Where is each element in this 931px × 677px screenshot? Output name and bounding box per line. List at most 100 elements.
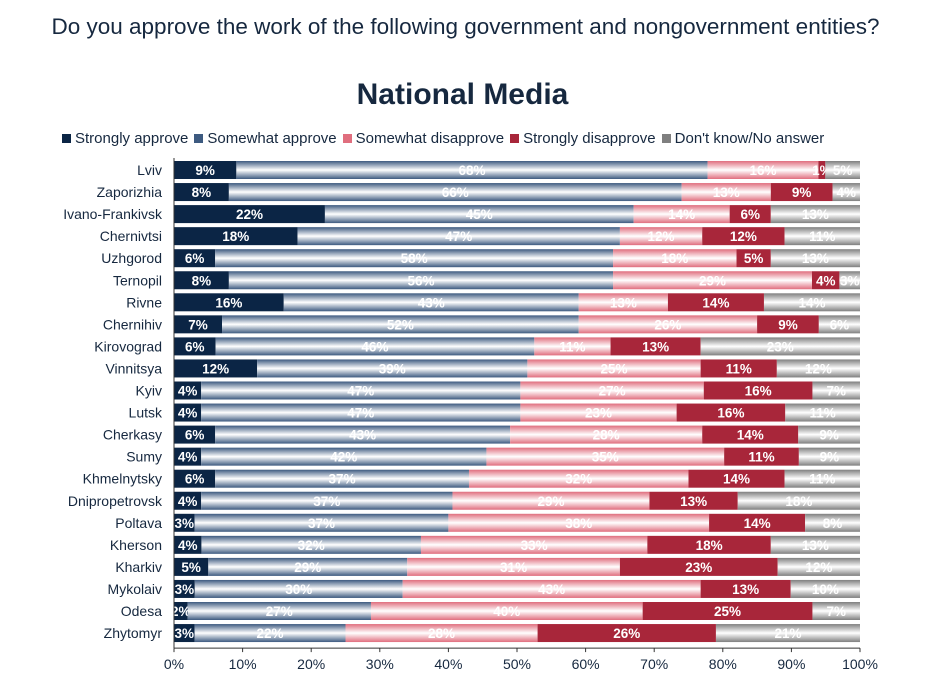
data-label: 16% — [215, 295, 242, 310]
bar-segment-somewhat-disapprove — [402, 579, 701, 598]
data-label: 18% — [785, 494, 812, 509]
bar-row-lutsk: 4% 47% 23% 16% 11% — [174, 403, 860, 422]
bar-segment-somewhat-disapprove — [613, 271, 812, 290]
bar-segment-somewhat-approve — [201, 535, 421, 554]
data-label: 31% — [500, 560, 527, 575]
category-label-poltava: Poltava — [115, 515, 162, 531]
bar-segment-strongly-approve — [174, 271, 229, 290]
data-label: 9% — [778, 317, 798, 332]
bar-segment-strongly-disapprove — [818, 161, 826, 179]
data-label: 52% — [387, 317, 414, 332]
bar-segment-somewhat-approve — [201, 491, 453, 510]
data-label: 3% — [175, 626, 195, 641]
category-label-kherson: Kherson — [110, 537, 162, 553]
data-label: 25% — [714, 604, 741, 619]
bar-segment-somewhat-disapprove — [681, 183, 771, 202]
bar-segment-strongly-approve — [174, 425, 216, 444]
category-label-dnipropetrovsk: Dnipropetrovsk — [68, 493, 163, 509]
x-tick-label: 20% — [297, 656, 325, 672]
bar-segment-somewhat-disapprove — [448, 513, 710, 532]
bar-segment-strongly-disapprove — [757, 315, 819, 334]
data-label: 47% — [347, 384, 374, 399]
data-label: 8% — [192, 273, 212, 288]
bar-segment-don-t-know-no-answer — [700, 337, 860, 356]
x-tick-label: 40% — [434, 656, 462, 672]
bar-segment-don-t-know-no-answer — [770, 249, 860, 268]
x-tick-label: 100% — [842, 656, 878, 672]
bar-segment-strongly-approve — [174, 249, 216, 268]
bar-segment-somewhat-disapprove — [468, 469, 689, 488]
data-label: 26% — [613, 626, 640, 641]
data-label: 14% — [668, 207, 695, 222]
bar-segment-somewhat-disapprove — [520, 381, 704, 400]
data-label: 40% — [493, 604, 520, 619]
data-label: 18% — [696, 538, 723, 553]
data-label: 4% — [178, 384, 198, 399]
data-label: 14% — [744, 516, 771, 531]
bar-segment-somewhat-approve — [297, 227, 620, 246]
data-label: 13% — [802, 538, 829, 553]
bar-segment-don-t-know-no-answer — [812, 602, 860, 620]
category-label-kirovograd: Kirovograd — [94, 338, 162, 354]
bar-segment-somewhat-approve — [228, 183, 682, 202]
category-label-chernivtsi: Chernivtsi — [100, 228, 162, 244]
data-label: 14% — [723, 472, 750, 487]
bar-segment-somewhat-approve — [236, 161, 708, 179]
data-label: 46% — [361, 339, 388, 354]
data-label: 29% — [537, 494, 564, 509]
bar-row-zhytomyr: 3% 22% 28% 26% 21% — [174, 624, 860, 643]
data-label: 6% — [185, 251, 205, 266]
bar-segment-strongly-disapprove — [700, 579, 791, 598]
data-label: 22% — [257, 626, 284, 641]
category-labels: Lviv Zaporizhia Ivano-Frankivsk Chernivtsi U… — [63, 162, 163, 641]
bar-segment-strongly-disapprove — [702, 425, 799, 444]
category-label-uzhgorod: Uzhgorod — [101, 250, 162, 266]
data-label: 47% — [445, 229, 472, 244]
bar-segment-don-t-know-no-answer — [798, 425, 860, 444]
bar-segment-strongly-disapprove — [647, 535, 771, 554]
data-label: 12% — [730, 229, 757, 244]
data-label: 5% — [833, 163, 853, 178]
data-label: 4% — [816, 273, 836, 288]
chart-legend: Strongly approve Somewhat approve Somewhat… — [62, 128, 931, 148]
data-label: 4% — [178, 494, 198, 509]
data-label: 3% — [175, 516, 195, 531]
bar-segment-don-t-know-no-answer — [832, 183, 860, 202]
data-label: 23% — [685, 560, 712, 575]
category-label-zhytomyr: Zhytomyr — [104, 625, 163, 641]
data-label: 35% — [592, 450, 619, 465]
bar-segment-strongly-approve — [174, 227, 298, 246]
bar-segment-don-t-know-no-answer — [805, 513, 860, 532]
bar-row-cherkasy: 6% 43% 28% 14% 9% — [174, 425, 860, 444]
bar-row-kherson: 4% 32% 33% 18% 13% — [174, 535, 860, 554]
data-label: 13% — [802, 207, 829, 222]
data-label: 4% — [837, 185, 857, 200]
data-label: 9% — [195, 163, 215, 178]
data-label: 5% — [181, 560, 201, 575]
bar-segment-strongly-disapprove — [688, 469, 785, 488]
legend-label: Strongly disapprove — [523, 129, 656, 147]
data-label: 66% — [442, 185, 469, 200]
data-label: 47% — [347, 406, 374, 421]
bar-segment-somewhat-approve — [201, 447, 487, 466]
category-label-vinnitsya: Vinnitsya — [105, 360, 162, 376]
bar-segment-strongly-disapprove — [703, 381, 813, 400]
data-label: 7% — [826, 384, 846, 399]
bar-segment-strongly-approve — [174, 557, 209, 576]
legend-label: Somewhat approve — [207, 129, 337, 147]
x-tick-label: 80% — [709, 656, 737, 672]
bar-segment-strongly-approve — [174, 491, 202, 510]
bar-segment-strongly-approve — [174, 315, 223, 334]
category-label-lviv: Lviv — [137, 162, 162, 178]
data-label: 12% — [805, 361, 832, 376]
bar-row-vinnitsya: 12% 39% 25% 11% 12% — [174, 359, 860, 378]
bar-segment-somewhat-approve — [324, 205, 634, 224]
category-label-lutsk: Lutsk — [129, 405, 163, 421]
data-label: 18% — [222, 229, 249, 244]
category-label-ivano-frankivsk: Ivano-Frankivsk — [63, 206, 163, 222]
data-label: 8% — [823, 516, 843, 531]
data-label: 14% — [702, 295, 729, 310]
bar-segment-don-t-know-no-answer — [839, 271, 860, 290]
data-label: 13% — [680, 494, 707, 509]
bar-segment-strongly-disapprove — [619, 557, 778, 576]
